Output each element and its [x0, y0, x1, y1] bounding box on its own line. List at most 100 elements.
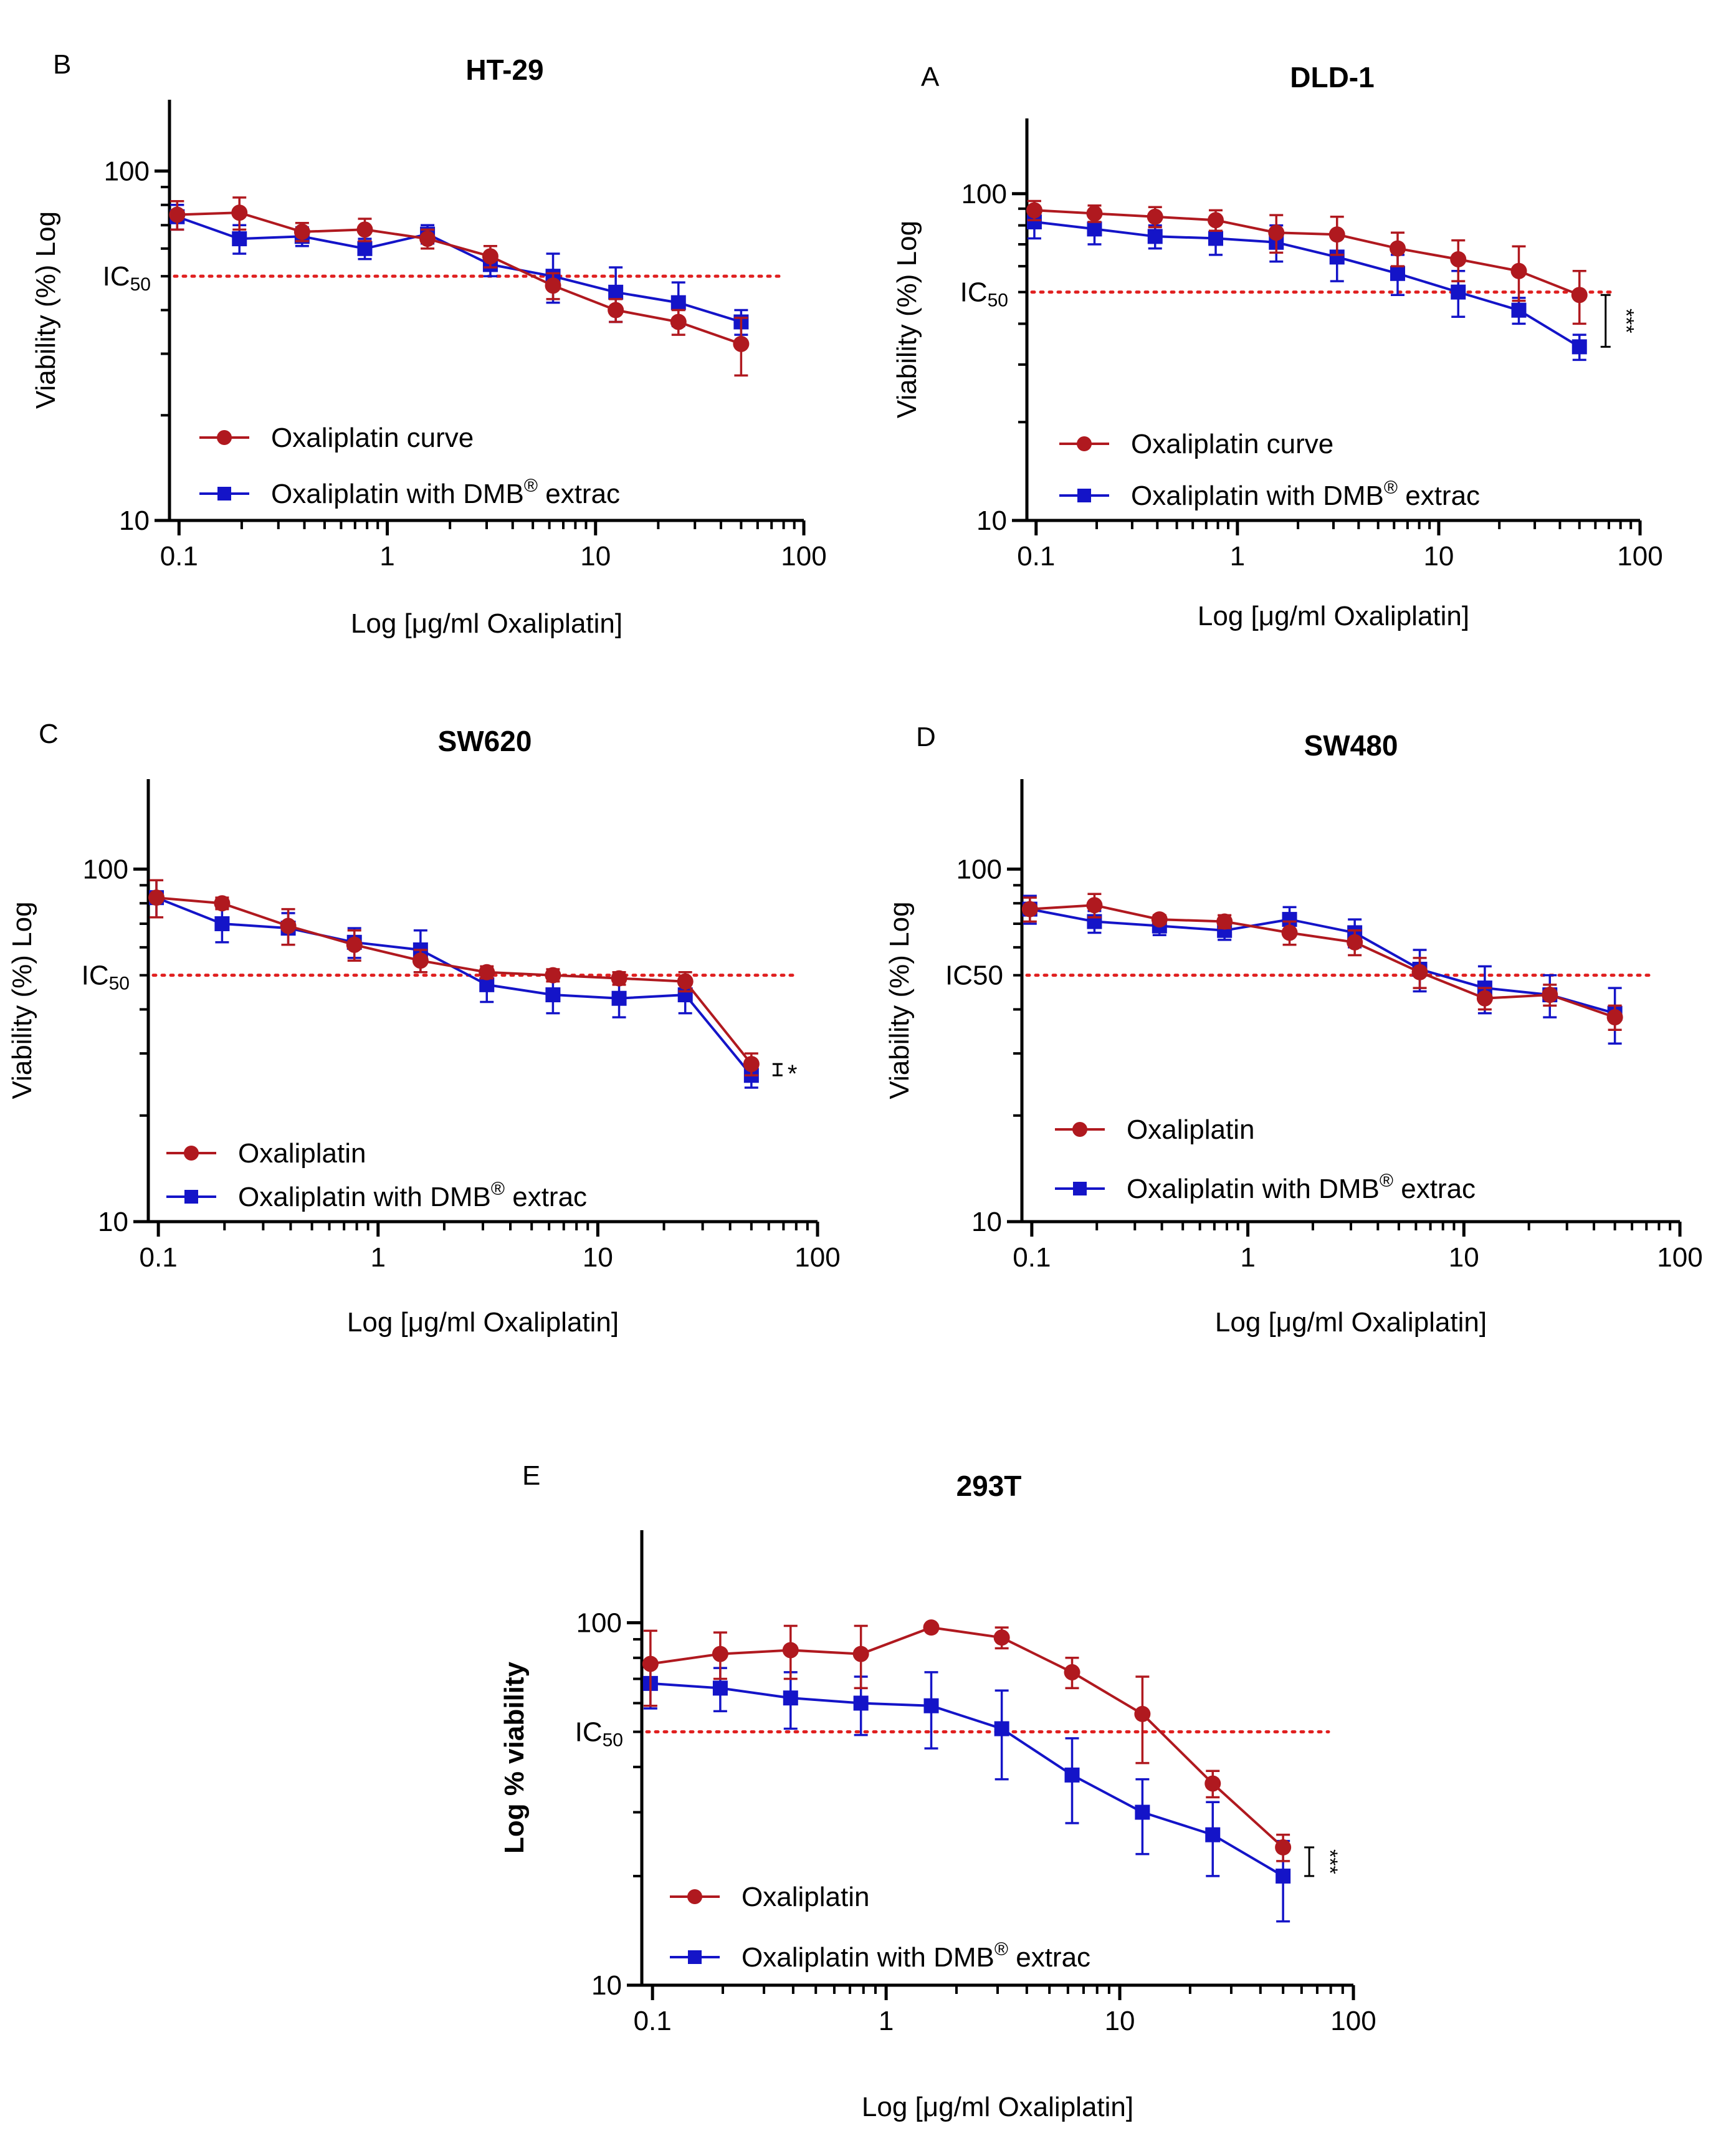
data-point-square	[670, 295, 686, 310]
legend-item-oxaliplatin: Oxaliplatin curve	[1059, 429, 1333, 459]
data-point-circle	[479, 964, 495, 980]
legend-label: Oxaliplatin	[742, 1882, 869, 1912]
data-point-circle	[280, 917, 297, 934]
legend: Oxaliplatin curve Oxaliplatin with DMB® e…	[1059, 429, 1480, 511]
data-point-square	[1451, 284, 1466, 300]
series-oxaliplatin-dmb	[1022, 894, 1623, 1045]
x-tick-label: 1	[371, 1242, 386, 1273]
y-axis-label: Viability (%) Log	[892, 221, 922, 418]
y-axis-label: Viability (%) Log	[884, 901, 915, 1099]
data-point-circle	[1147, 208, 1163, 225]
data-point-circle	[169, 206, 186, 223]
y-tick-label: 100	[83, 854, 128, 884]
data-point-circle	[743, 1056, 760, 1073]
y-tick-label: 100	[576, 1607, 622, 1638]
data-point-circle	[1207, 212, 1224, 229]
data-point-circle	[993, 1629, 1010, 1646]
data-point-circle	[1064, 1664, 1080, 1680]
data-point-circle	[419, 231, 436, 247]
panel-b: B HT-29 0.1 1 10 100 10 100 Viability (%) Log Log…	[31, 49, 827, 639]
ic50-label-main: IC	[82, 960, 109, 991]
data-point-circle	[1021, 901, 1038, 917]
x-tick-label: 10	[1105, 2006, 1135, 2036]
legend-swatch-marker	[1073, 1182, 1087, 1195]
x-axis-label: Log [μg/ml Oxaliplatin]	[862, 2092, 1133, 2122]
panel-a: A DLD-1 0.1 1 10 100 10 100 Viability (%) Log Log…	[892, 61, 1663, 631]
ic50-label: IC50	[575, 1717, 623, 1751]
chart-title: SW620	[438, 725, 532, 757]
legend-item-oxaliplatin-dmb: Oxaliplatin with DMB® extrac	[670, 1939, 1090, 1973]
data-point-square	[994, 1721, 1009, 1736]
chart-title: 293T	[956, 1470, 1022, 1502]
panel-letter: E	[522, 1460, 540, 1491]
legend-label-part: Oxaliplatin with DMB	[1127, 1174, 1380, 1204]
x-tick-label: 0.1	[634, 2006, 672, 2036]
data-point-circle	[1476, 990, 1493, 1007]
data-point-square	[853, 1695, 869, 1711]
series-line	[1029, 908, 1616, 1015]
series-line	[1029, 904, 1616, 1018]
legend-swatch-marker	[217, 487, 231, 501]
ic50-label: IC50	[103, 261, 151, 295]
data-point-circle	[923, 1619, 940, 1636]
ic50-label-sub: 50	[130, 274, 151, 295]
legend-label: Oxaliplatin	[238, 1138, 366, 1169]
legend-label-part: Oxaliplatin with DMB	[271, 479, 524, 509]
data-point-square	[232, 231, 247, 247]
legend-swatch-marker	[687, 1889, 702, 1904]
data-point-square	[608, 284, 624, 300]
significance-bracket: ***	[1304, 1846, 1342, 1877]
x-axis-label: Log [μg/ml Oxaliplatin]	[1198, 601, 1469, 631]
y-tick-label: 10	[98, 1207, 128, 1237]
data-point-circle	[1389, 240, 1406, 257]
data-point-circle	[1411, 964, 1428, 980]
data-point-square	[1276, 1868, 1291, 1884]
data-point-circle	[712, 1645, 728, 1662]
data-point-square	[923, 1698, 939, 1713]
x-tick-label: 10	[580, 541, 611, 572]
y-axis-label: Viability (%) Log	[31, 211, 61, 409]
legend-label-part: extrac	[1008, 1942, 1090, 1973]
panel-letter: C	[39, 719, 59, 749]
legend: Oxaliplatin Oxaliplatin with DMB® extrac	[670, 1882, 1090, 1973]
series-oxaliplatin	[1021, 893, 1623, 1032]
series-oxaliplatin	[169, 196, 750, 377]
legend-label-sup: ®	[1380, 1171, 1393, 1191]
data-point-circle	[642, 1655, 659, 1672]
legend-swatch-marker	[1072, 1122, 1087, 1137]
legend-item-oxaliplatin: Oxaliplatin	[670, 1882, 869, 1912]
x-tick-label: 0.1	[140, 1242, 178, 1273]
ic50-label-sub: 50	[109, 974, 130, 994]
data-point-circle	[356, 221, 373, 238]
series-oxaliplatin	[642, 1619, 1292, 1862]
panel-d: D SW480 0.1 1 10 100 10 100 Viability (%) Log Log…	[884, 722, 1703, 1338]
legend-label-part: Oxaliplatin with DMB	[1131, 481, 1384, 511]
x-axis-label: Log [μg/ml Oxaliplatin]	[351, 608, 622, 639]
legend-swatch-marker	[184, 1190, 198, 1204]
x-tick-label: 100	[1657, 1242, 1702, 1273]
ic50-label-sub: 50	[603, 1730, 623, 1751]
legend-label-part: extrac	[538, 479, 620, 509]
legend-label-part: extrac	[505, 1182, 587, 1212]
data-point-square	[545, 987, 561, 1003]
data-point-circle	[1281, 924, 1298, 941]
legend-item-oxaliplatin-dmb: Oxaliplatin with DMB® extrac	[166, 1179, 587, 1212]
series-line	[176, 215, 742, 323]
significance-stars: ***	[1614, 309, 1638, 333]
significance-stars: *	[788, 1060, 798, 1088]
data-point-circle	[545, 277, 561, 294]
data-point-circle	[1216, 913, 1233, 930]
data-point-circle	[1204, 1775, 1221, 1792]
legend-label: Oxaliplatin with DMB® extrac	[271, 476, 620, 509]
data-point-circle	[611, 970, 627, 987]
data-point-circle	[608, 302, 624, 319]
y-tick-label: 100	[961, 179, 1007, 209]
x-axis-label: Log [μg/ml Oxaliplatin]	[347, 1307, 619, 1338]
panel-letter: A	[921, 62, 940, 92]
series-oxaliplatin-dmb	[642, 1660, 1291, 1923]
ic50-label-sub: 50	[988, 290, 1008, 311]
data-point-square	[1571, 339, 1587, 355]
data-point-circle	[1450, 251, 1467, 267]
legend-label-sup: ®	[524, 476, 538, 496]
